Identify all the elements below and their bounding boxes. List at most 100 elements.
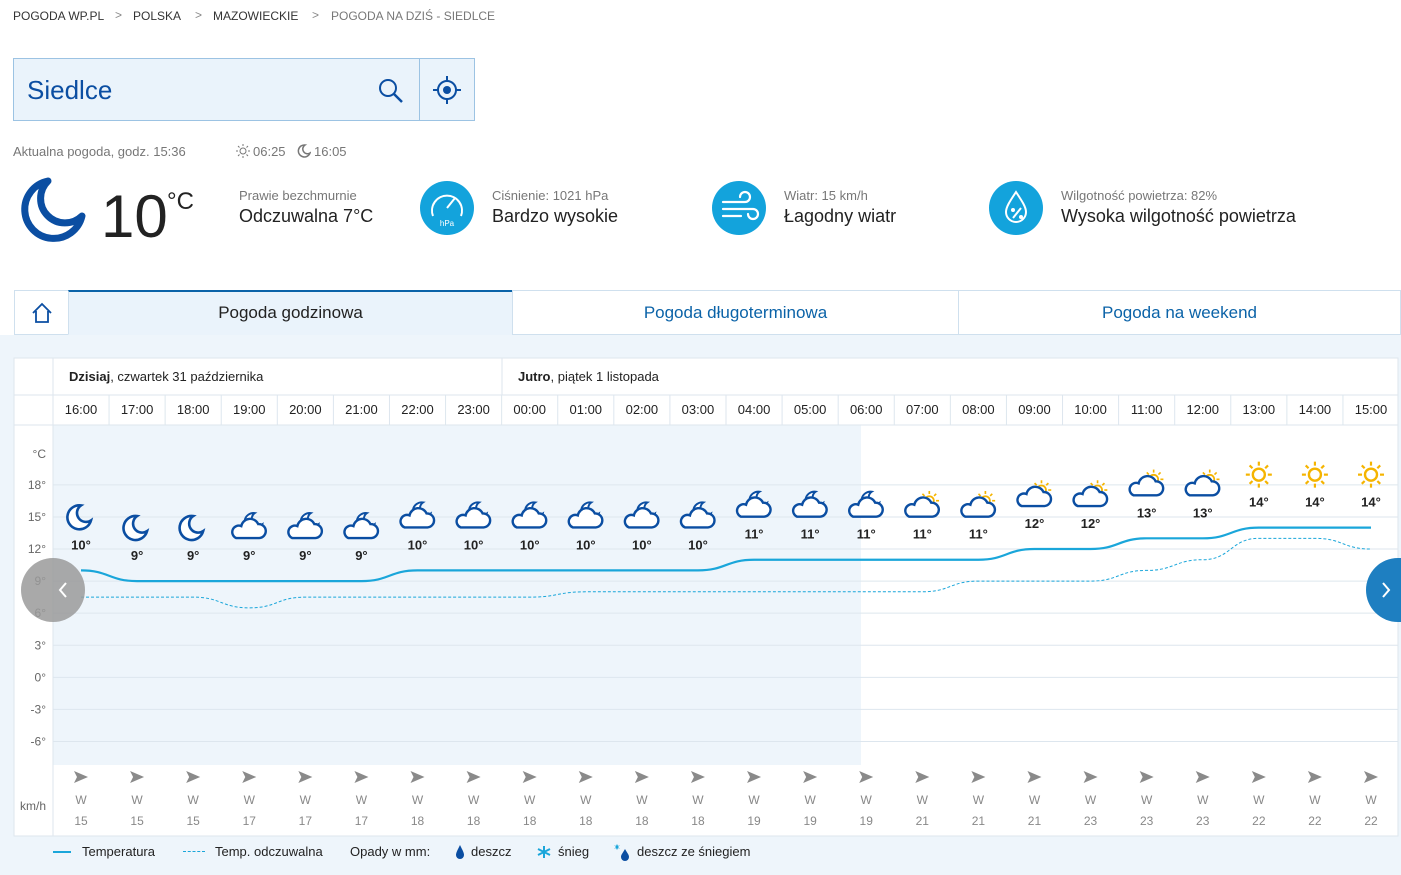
wind-direction: W <box>1365 793 1377 807</box>
tab[interactable]: Pogoda na weekend <box>958 290 1401 335</box>
weather-icon <box>455 501 492 529</box>
wind-speed: 23 <box>1196 814 1210 828</box>
sunrise-icon <box>236 144 250 158</box>
temp-label: 9° <box>187 548 199 563</box>
day-date: , czwartek 31 października <box>110 369 264 384</box>
x-tick-label: 15:00 <box>1355 402 1388 417</box>
cloud <box>791 496 828 518</box>
temp-label: 10° <box>688 537 708 552</box>
x-tick-label: 05:00 <box>794 402 827 417</box>
temp-label: 10° <box>408 537 428 552</box>
wind-direction: W <box>1085 793 1097 807</box>
temp-label: 11° <box>969 527 988 542</box>
wind-speed: 22 <box>1308 814 1322 828</box>
weather-icon <box>66 504 94 531</box>
cloud <box>343 517 380 540</box>
wind-direction: W <box>356 793 368 807</box>
locate-icon[interactable] <box>432 75 462 105</box>
tab[interactable]: Pogoda godzinowa <box>68 290 513 335</box>
sun-ray <box>989 493 993 497</box>
wind-direction: W <box>1141 793 1153 807</box>
sun-ray <box>1045 482 1049 486</box>
next-button[interactable] <box>1366 558 1401 622</box>
sun-ray <box>1304 480 1310 485</box>
pressure-icon: hPa <box>420 181 474 235</box>
cloud <box>455 507 492 529</box>
wind-direction: W <box>1029 793 1041 807</box>
cloud <box>735 496 772 518</box>
wind-direction: W <box>1197 793 1209 807</box>
prev-button[interactable] <box>21 558 85 622</box>
moon <box>122 514 150 542</box>
x-tick-label: 12:00 <box>1186 402 1219 417</box>
weather-icon <box>1301 461 1328 488</box>
tab[interactable]: Pogoda długoterminowa <box>512 290 959 335</box>
sun <box>1358 461 1385 488</box>
temp-label: 11° <box>857 527 876 542</box>
sun-ray <box>1320 480 1325 485</box>
x-tick-label: 17:00 <box>121 402 154 417</box>
wind-arrow <box>1195 771 1210 783</box>
humidity-value: Wysoka wilgotność powietrza <box>1061 206 1296 226</box>
wind-speed: 15 <box>74 814 88 828</box>
x-tick-label: 21:00 <box>345 402 378 417</box>
weather-icon <box>343 512 380 540</box>
wind-speed: 22 <box>1252 814 1266 828</box>
temp-label: 11° <box>801 527 820 542</box>
weather-icon <box>122 514 150 542</box>
wind-arrow <box>410 771 425 783</box>
wind-direction: W <box>300 793 312 807</box>
temperature-line <box>80 526 1371 583</box>
cloud <box>1128 474 1165 497</box>
x-tick-label: 23:00 <box>457 402 490 417</box>
wind-arrow <box>74 771 88 783</box>
temp-label: 9° <box>299 548 311 563</box>
wind-direction: W <box>75 793 87 807</box>
wind-direction: W <box>412 793 424 807</box>
search-icon[interactable] <box>376 76 406 106</box>
temp-label: 13° <box>1193 505 1213 520</box>
x-tick-label: 22:00 <box>401 402 434 417</box>
breadcrumb[interactable]: POGODA WP.PL <box>13 9 105 23</box>
wind-arrow <box>859 771 874 783</box>
temp-label: 14° <box>1305 495 1325 510</box>
breadcrumb[interactable]: POLSKA <box>133 9 182 23</box>
pressure-label: Ciśnienie: 1021 hPa <box>492 188 609 203</box>
pressure-value: Bardzo wysokie <box>492 206 619 226</box>
home-tab[interactable] <box>14 290 69 335</box>
sunrise: 06:25 <box>253 144 286 159</box>
wind-direction: W <box>804 793 816 807</box>
sun-ray <box>1213 471 1218 476</box>
humidity-icon <box>989 181 1043 235</box>
precip-item: deszcz ze śniegiem <box>637 844 751 859</box>
pressure-icon-label: hPa <box>440 219 455 228</box>
sun-ray <box>1101 482 1106 486</box>
search-box[interactable]: Siedlce <box>13 58 475 121</box>
wind-arrow <box>298 771 313 783</box>
x-tick-label: 20:00 <box>289 402 322 417</box>
current-icon <box>21 177 86 242</box>
snow-icon <box>537 846 551 858</box>
breadcrumb[interactable]: MAZOWIECKIE <box>213 9 299 23</box>
wind-speed: 19 <box>860 814 874 828</box>
wind-arrow <box>522 771 537 783</box>
day-label: Dzisiaj, czwartek 31 października <box>69 369 264 384</box>
wind-direction: W <box>188 793 200 807</box>
wind-arrow <box>803 771 818 783</box>
rain-icon <box>456 845 464 859</box>
prev-button-bg <box>21 558 53 622</box>
wind-direction: W <box>524 793 536 807</box>
home-icon <box>31 302 52 323</box>
wind-direction: W <box>973 793 985 807</box>
wind-direction: W <box>692 793 704 807</box>
wind-arrow <box>354 771 369 783</box>
x-tick-label: 06:00 <box>850 402 883 417</box>
legend-dash <box>183 851 205 852</box>
sun <box>1301 461 1328 488</box>
wind-arrow <box>915 771 930 783</box>
weather-icon <box>623 501 660 529</box>
precip-item: deszcz <box>471 844 512 859</box>
x-tick-label: 02:00 <box>626 402 659 417</box>
temp-label: 10° <box>464 537 484 552</box>
y-unit: °C <box>33 447 47 461</box>
